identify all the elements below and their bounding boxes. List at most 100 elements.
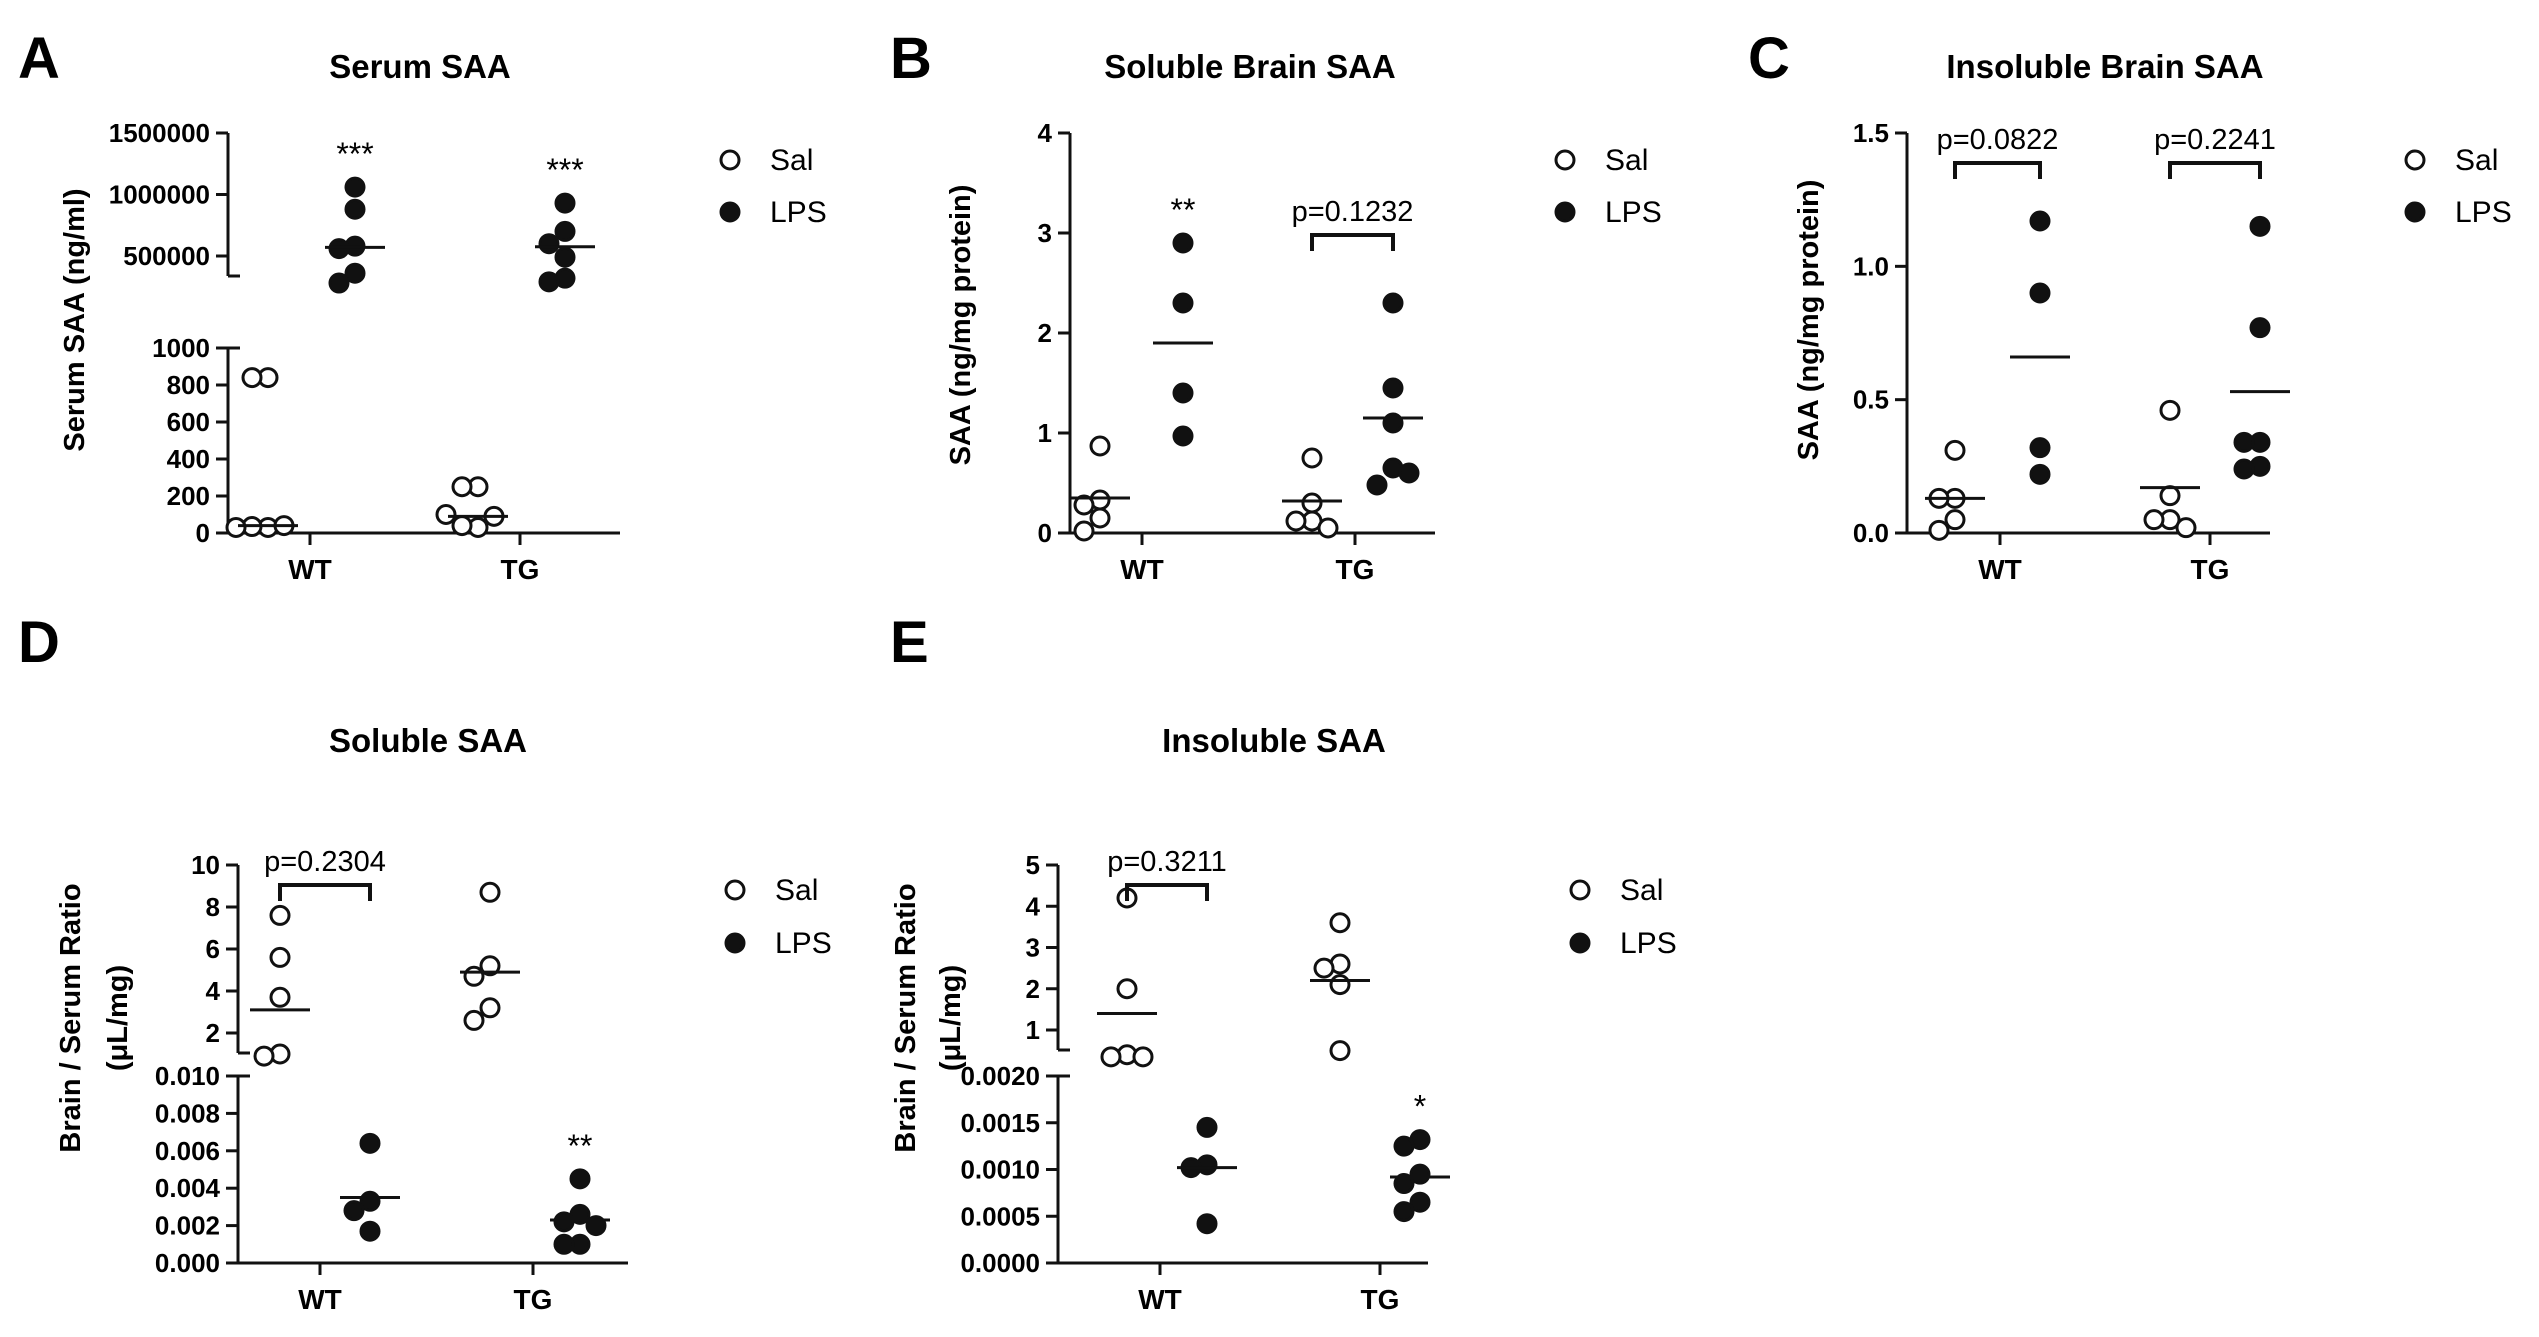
y-tick-label: 800 xyxy=(167,370,210,400)
legend-marker-sal xyxy=(1569,879,1591,901)
p-value-label: p=0.2241 xyxy=(2154,124,2276,156)
lps-data-point xyxy=(1196,1116,1218,1138)
sal-data-point xyxy=(269,904,291,926)
lps-data-point xyxy=(2029,282,2051,304)
y-tick-label: 1 xyxy=(1026,1015,1040,1045)
y-tick-label: 8 xyxy=(206,892,220,922)
significance-stars: ** xyxy=(1171,192,1196,228)
panel-letter: E xyxy=(890,610,929,675)
lps-data-point xyxy=(344,176,366,198)
x-tick-label: WT xyxy=(1978,554,2022,585)
lps-data-point xyxy=(2233,431,2255,453)
sal-data-point xyxy=(1928,519,1950,541)
x-tick-label: WT xyxy=(1138,1284,1182,1315)
legend-marker-sal xyxy=(2404,149,2426,171)
y-tick-label: 2 xyxy=(206,1018,220,1048)
x-tick-label: WT xyxy=(298,1284,342,1315)
y-tick-label: 1500000 xyxy=(109,118,210,148)
sal-data-point xyxy=(2159,485,2181,507)
lps-data-point xyxy=(2233,458,2255,480)
legend-marker-sal xyxy=(1554,149,1576,171)
p-value-label: p=0.0822 xyxy=(1937,124,2059,156)
chart-title: Serum SAA xyxy=(329,48,511,85)
sal-data-point xyxy=(269,986,291,1008)
sal-data-point xyxy=(1329,912,1351,934)
y-axis-label: SAA (ng/mg protein) xyxy=(1793,180,1825,461)
x-tick-label: WT xyxy=(1120,554,1164,585)
significance-stars: *** xyxy=(546,152,583,188)
y-tick-label: 2 xyxy=(1038,318,1052,348)
sal-data-point xyxy=(1317,517,1339,539)
sal-data-point xyxy=(479,881,501,903)
sal-data-point xyxy=(253,1045,275,1067)
legend-label: LPS xyxy=(775,927,832,960)
x-tick-label: TG xyxy=(501,554,540,585)
y-tick-label: 3 xyxy=(1038,218,1052,248)
lps-data-point xyxy=(569,1168,591,1190)
x-tick-label: TG xyxy=(514,1284,553,1315)
chart-panel-d: D Soluble SAA Brain / Serum Ratio (μL/mg) 10… xyxy=(18,610,832,1315)
chart-panel-a: A Serum SAA Serum SAA (ng/ml) 1500000 100000… xyxy=(18,26,827,585)
chart-panel-b: B Soluble Brain SAA SAA (ng/mg protein) 0 1 2… xyxy=(890,26,1662,585)
lps-data-point xyxy=(1366,474,1388,496)
significance-bracket xyxy=(278,883,372,901)
sal-data-point xyxy=(1301,447,1323,469)
legend-label: Sal xyxy=(770,144,813,177)
y-tick-label: 0.002 xyxy=(155,1211,220,1241)
chart-title: Insoluble Brain SAA xyxy=(1946,48,2263,85)
chart-title: Soluble SAA xyxy=(329,722,527,759)
lps-data-point xyxy=(538,271,560,293)
chart-title: Insoluble SAA xyxy=(1162,722,1386,759)
legend-label: Sal xyxy=(2455,144,2498,177)
legend-label: Sal xyxy=(1605,144,1648,177)
chart-title: Soluble Brain SAA xyxy=(1104,48,1396,85)
sal-data-point xyxy=(463,1009,485,1031)
lps-data-point xyxy=(2249,215,2271,237)
y-axis-label: Brain / Serum Ratio xyxy=(890,883,922,1152)
lps-data-point xyxy=(1409,1163,1431,1185)
lps-data-point xyxy=(1196,1213,1218,1235)
p-value-label: p=0.2304 xyxy=(264,846,386,878)
panel-letter: A xyxy=(18,26,60,91)
lps-data-point xyxy=(1172,292,1194,314)
sal-data-point xyxy=(1073,520,1095,542)
legend-marker-lps xyxy=(719,201,741,223)
sal-data-point xyxy=(2143,509,2165,531)
lps-data-point xyxy=(344,262,366,284)
y-tick-label: 0.0015 xyxy=(960,1108,1040,1138)
lps-data-point xyxy=(1409,1191,1431,1213)
y-tick-label: 0.000 xyxy=(155,1248,220,1278)
y-tick-label: 600 xyxy=(167,407,210,437)
y-tick-label: 200 xyxy=(167,481,210,511)
legend-label: LPS xyxy=(1620,927,1677,960)
y-axis-label: Serum SAA (ng/ml) xyxy=(59,188,91,451)
y-tick-label: 1 xyxy=(1038,418,1052,448)
y-tick-label: 500000 xyxy=(123,241,210,271)
lps-data-point xyxy=(1382,377,1404,399)
sal-data-point xyxy=(269,946,291,968)
y-tick-label: 4 xyxy=(1026,891,1041,921)
significance-bracket xyxy=(1953,161,2042,179)
legend-label: LPS xyxy=(2455,196,2512,229)
y-tick-label: 0.0000 xyxy=(960,1248,1040,1278)
y-tick-label: 0.004 xyxy=(155,1173,221,1203)
lps-data-point xyxy=(1398,462,1420,484)
legend-marker-sal xyxy=(724,879,746,901)
lps-data-point xyxy=(554,220,576,242)
sal-data-point xyxy=(1329,974,1351,996)
y-tick-label: 4 xyxy=(206,976,221,1006)
sal-data-point xyxy=(241,367,263,389)
y-tick-label: 5 xyxy=(1026,850,1040,880)
x-tick-label: TG xyxy=(1336,554,1375,585)
lps-data-point xyxy=(359,1132,381,1154)
sal-data-point xyxy=(225,516,247,538)
sal-data-point xyxy=(1132,1046,1154,1068)
y-axis-label: SAA (ng/mg protein) xyxy=(945,185,977,466)
lps-data-point xyxy=(2029,463,2051,485)
chart-panel-e: E Insoluble SAA Brain / Serum Ratio (μL/mg)… xyxy=(890,610,1677,1315)
lps-data-point xyxy=(1172,382,1194,404)
lps-data-point xyxy=(553,1233,575,1255)
chart-panel-c: C Insoluble Brain SAA SAA (ng/mg protein) 0… xyxy=(1748,26,2512,585)
p-value-label: p=0.1232 xyxy=(1292,196,1414,228)
significance-bracket xyxy=(2168,161,2262,179)
